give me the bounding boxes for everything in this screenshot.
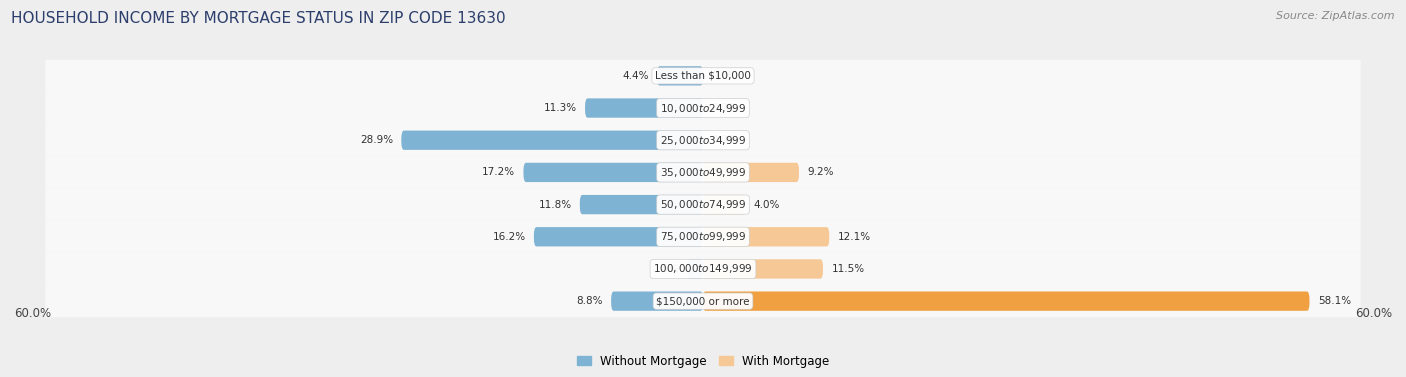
Text: 4.4%: 4.4% xyxy=(623,71,648,81)
Text: $10,000 to $24,999: $10,000 to $24,999 xyxy=(659,101,747,115)
Text: 0.0%: 0.0% xyxy=(711,135,738,145)
Text: 58.1%: 58.1% xyxy=(1317,296,1351,306)
Text: $75,000 to $99,999: $75,000 to $99,999 xyxy=(659,230,747,243)
Text: 60.0%: 60.0% xyxy=(14,307,51,320)
FancyBboxPatch shape xyxy=(45,124,1361,156)
Text: 11.5%: 11.5% xyxy=(831,264,865,274)
Text: 1.5%: 1.5% xyxy=(652,264,679,274)
FancyBboxPatch shape xyxy=(703,259,823,279)
FancyBboxPatch shape xyxy=(585,98,703,118)
FancyBboxPatch shape xyxy=(703,227,830,247)
FancyBboxPatch shape xyxy=(688,259,703,279)
FancyBboxPatch shape xyxy=(45,60,1361,92)
FancyBboxPatch shape xyxy=(534,227,703,247)
FancyBboxPatch shape xyxy=(45,188,1361,221)
FancyBboxPatch shape xyxy=(579,195,703,214)
Text: $100,000 to $149,999: $100,000 to $149,999 xyxy=(654,262,752,276)
Text: Less than $10,000: Less than $10,000 xyxy=(655,71,751,81)
Text: Source: ZipAtlas.com: Source: ZipAtlas.com xyxy=(1277,11,1395,21)
Text: $25,000 to $34,999: $25,000 to $34,999 xyxy=(659,134,747,147)
FancyBboxPatch shape xyxy=(45,285,1361,317)
Text: $35,000 to $49,999: $35,000 to $49,999 xyxy=(659,166,747,179)
Text: 8.8%: 8.8% xyxy=(576,296,603,306)
FancyBboxPatch shape xyxy=(703,195,745,214)
FancyBboxPatch shape xyxy=(45,156,1361,188)
FancyBboxPatch shape xyxy=(401,130,703,150)
Text: 28.9%: 28.9% xyxy=(360,135,392,145)
Legend: Without Mortgage, With Mortgage: Without Mortgage, With Mortgage xyxy=(572,350,834,372)
FancyBboxPatch shape xyxy=(523,163,703,182)
Text: 0.0%: 0.0% xyxy=(711,71,738,81)
FancyBboxPatch shape xyxy=(612,291,703,311)
Text: 17.2%: 17.2% xyxy=(482,167,515,178)
Text: 11.3%: 11.3% xyxy=(544,103,576,113)
FancyBboxPatch shape xyxy=(657,66,703,86)
Text: 16.2%: 16.2% xyxy=(492,232,526,242)
FancyBboxPatch shape xyxy=(703,163,799,182)
FancyBboxPatch shape xyxy=(45,221,1361,253)
Text: 12.1%: 12.1% xyxy=(838,232,870,242)
Text: HOUSEHOLD INCOME BY MORTGAGE STATUS IN ZIP CODE 13630: HOUSEHOLD INCOME BY MORTGAGE STATUS IN Z… xyxy=(11,11,506,26)
Text: 11.8%: 11.8% xyxy=(538,199,571,210)
Text: 60.0%: 60.0% xyxy=(1355,307,1392,320)
Text: 9.2%: 9.2% xyxy=(807,167,834,178)
FancyBboxPatch shape xyxy=(45,253,1361,285)
Text: 4.0%: 4.0% xyxy=(754,199,779,210)
Text: $50,000 to $74,999: $50,000 to $74,999 xyxy=(659,198,747,211)
Text: 0.0%: 0.0% xyxy=(711,103,738,113)
FancyBboxPatch shape xyxy=(703,291,1309,311)
FancyBboxPatch shape xyxy=(45,92,1361,124)
Text: $150,000 or more: $150,000 or more xyxy=(657,296,749,306)
